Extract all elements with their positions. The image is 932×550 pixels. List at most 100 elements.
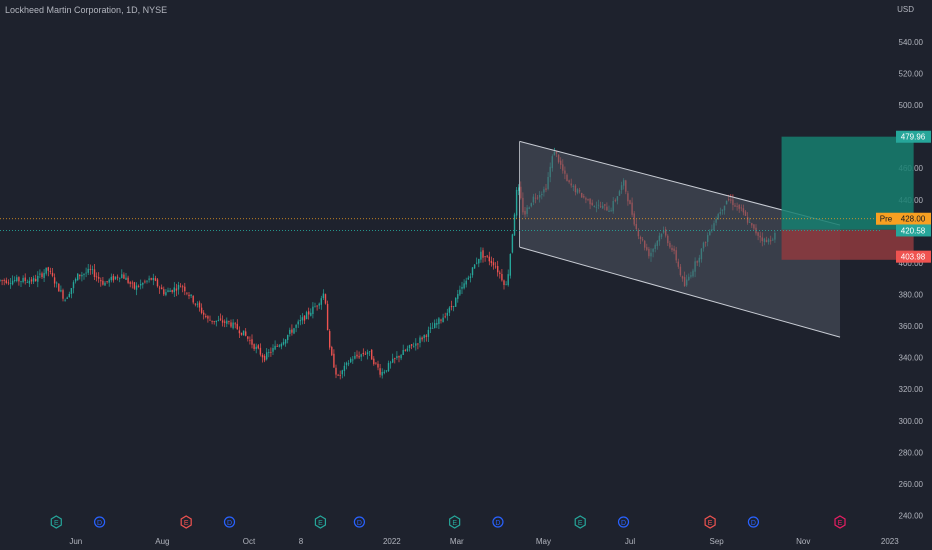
- candle-body: [22, 277, 24, 283]
- candle-body: [350, 358, 352, 363]
- event-marker-label: E: [452, 520, 457, 527]
- candle-body: [116, 276, 119, 278]
- candle-body: [104, 282, 106, 286]
- candle-body: [0, 279, 1, 281]
- candle-body: [200, 307, 203, 314]
- dividend-event-icon[interactable]: [492, 516, 504, 528]
- candle-body: [289, 329, 291, 334]
- candle-body: [379, 368, 381, 375]
- candle-body: [47, 267, 49, 271]
- candle-body: [253, 344, 255, 350]
- candle-body: [507, 274, 509, 286]
- candle-body: [221, 320, 224, 323]
- candle-body: [215, 320, 217, 323]
- dividend-event-icon[interactable]: [223, 516, 236, 528]
- candle-body: [219, 318, 222, 320]
- candle-body: [230, 322, 232, 327]
- candle-body: [192, 295, 194, 303]
- event-marker-label: E: [578, 520, 583, 527]
- candle-body: [308, 311, 310, 315]
- candle-body: [383, 371, 385, 373]
- earnings-event-icon[interactable]: [704, 515, 716, 529]
- candle-body: [249, 340, 251, 342]
- event-marker-label: E: [318, 520, 323, 527]
- candle-body: [377, 363, 379, 368]
- candle-body: [434, 323, 436, 329]
- candle-body: [333, 353, 335, 368]
- dividend-event-icon[interactable]: [353, 516, 365, 528]
- candle-body: [203, 312, 205, 315]
- candle-body: [74, 278, 77, 282]
- candle-body: [497, 266, 499, 273]
- price-axis-tick: 280.00: [899, 448, 924, 457]
- earnings-event-icon[interactable]: [50, 515, 62, 529]
- dividend-event-icon[interactable]: [93, 516, 106, 528]
- candle-body: [488, 256, 490, 262]
- candle-body: [339, 374, 341, 376]
- candle-body: [152, 277, 154, 281]
- candle-body: [423, 335, 425, 339]
- candle-body: [499, 272, 501, 274]
- dividend-event-icon[interactable]: [617, 516, 630, 528]
- candle-body: [442, 317, 444, 323]
- candle-body: [196, 303, 199, 305]
- candle-body: [356, 354, 358, 357]
- candle-body: [425, 335, 427, 337]
- candle-body: [64, 299, 66, 301]
- earnings-event-icon[interactable]: [180, 515, 192, 529]
- candle-body: [417, 343, 419, 345]
- candle-body: [121, 274, 123, 278]
- dividend-event-icon[interactable]: [747, 516, 760, 528]
- candle-body: [341, 370, 343, 375]
- candle-body: [272, 348, 274, 352]
- candle-body: [18, 277, 20, 282]
- candle-body: [362, 352, 364, 355]
- candle-body: [45, 267, 47, 274]
- candle-body: [398, 356, 400, 358]
- candle-body: [11, 280, 14, 285]
- candle-body: [142, 282, 144, 285]
- candle-body: [112, 275, 115, 281]
- candle-body: [119, 277, 121, 279]
- earnings-event-icon[interactable]: [314, 515, 327, 529]
- candle-body: [440, 319, 442, 321]
- candle-body: [217, 320, 220, 321]
- candle-body: [490, 260, 493, 263]
- candle-body: [39, 273, 41, 275]
- channel-lower-line[interactable]: [519, 246, 841, 338]
- long-position-loss-zone[interactable]: [781, 229, 914, 260]
- time-axis-label: 2023: [881, 537, 899, 546]
- candle-body: [167, 290, 169, 292]
- candle-body: [347, 363, 350, 365]
- candle-body: [492, 262, 495, 266]
- candle-body: [270, 351, 272, 353]
- candle-body: [450, 306, 453, 308]
- candle-body: [480, 251, 482, 260]
- candle-body: [436, 323, 438, 325]
- earnings-event-icon[interactable]: [449, 515, 461, 529]
- candle-body: [515, 189, 518, 216]
- candle-body: [207, 316, 209, 319]
- candle-body: [131, 282, 133, 284]
- candle-body: [20, 281, 22, 283]
- candle-body: [205, 315, 207, 318]
- event-marker-label: E: [184, 520, 189, 527]
- earnings-event-icon[interactable]: [834, 515, 846, 529]
- candle-body: [299, 320, 301, 322]
- price-axis-tag-label: 428.00: [901, 215, 926, 224]
- candle-body: [150, 278, 152, 280]
- candle-body: [89, 268, 91, 270]
- candle-body: [226, 320, 228, 324]
- candle-body: [127, 277, 129, 283]
- candle-body: [331, 347, 333, 356]
- candle-body: [146, 280, 148, 282]
- earnings-event-icon[interactable]: [574, 515, 586, 529]
- candle-body: [125, 277, 127, 280]
- candle-body: [123, 274, 125, 279]
- candle-body: [455, 297, 457, 307]
- candle-body: [482, 250, 484, 258]
- candle-body: [158, 287, 161, 289]
- time-axis-label: 2022: [383, 537, 401, 546]
- candle-body: [234, 323, 236, 325]
